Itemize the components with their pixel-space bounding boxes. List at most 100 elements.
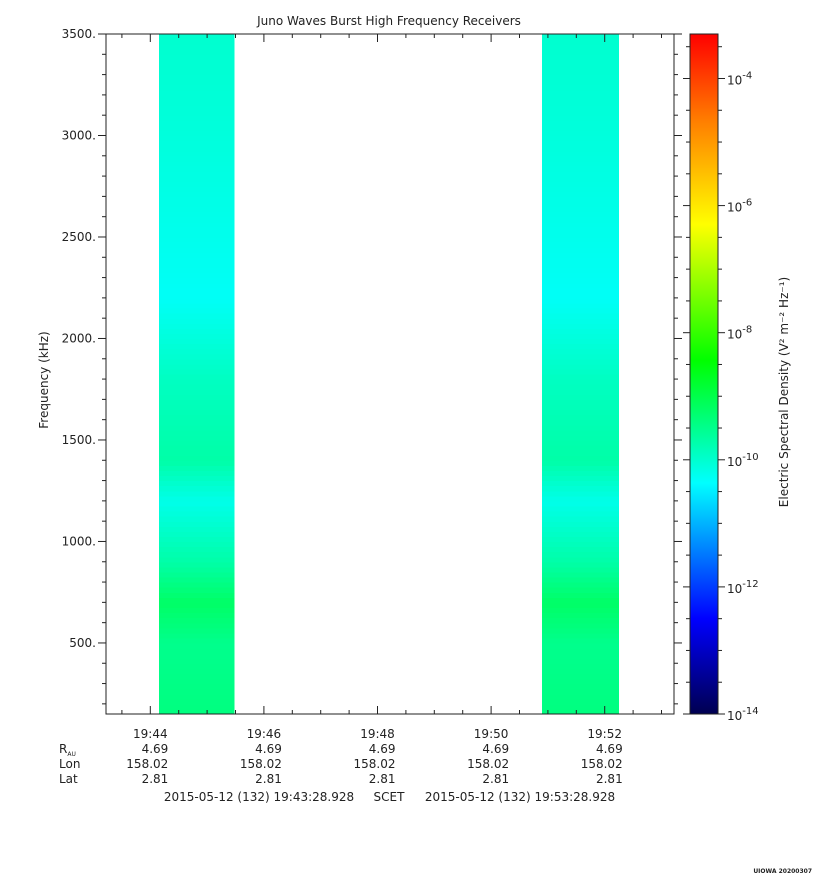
spectral-cell [542,338,619,345]
spectral-cell [542,587,619,593]
spectral-cell [542,607,619,614]
colorbar-tick-exponent: -6 [742,198,752,209]
spectral-cell [158,663,235,669]
colorbar-label: Electric Spectral Density (V² m⁻² Hz⁻¹) [777,277,791,507]
data-block-1 [158,34,235,715]
spectral-cell [158,313,235,319]
spectral-cell [158,500,235,507]
x-tick-label: 19:44 [133,727,168,741]
spectral-cell [158,703,235,710]
spectral-cell [158,409,235,416]
colorbar-tick-label: 10-10 [727,452,759,469]
spectral-cell [542,394,619,400]
spectral-cell [158,186,235,192]
spectral-cell [542,54,619,60]
ephemeris-value: 4.69 [369,742,396,756]
spectral-cell [542,267,619,274]
spectral-cell [158,277,235,284]
spectral-cell [158,196,235,203]
spectral-cell [542,110,619,116]
spectral-cell [158,135,235,142]
spectral-cell [542,262,619,269]
spectral-cell [158,105,235,111]
spectral-cell [158,94,235,101]
spectral-cell [542,490,619,497]
spectral-cell [542,627,619,634]
spectral-cell [158,368,235,375]
spectral-cell [542,297,619,304]
spectral-cell [158,460,235,466]
spectral-cell [542,196,619,203]
spectral-cell [158,69,235,76]
spectral-cell [542,653,619,659]
spectral-cell [158,541,235,548]
spectral-cell [158,429,235,436]
spectral-cell [542,125,619,132]
spectral-cell [542,186,619,192]
spectral-cell [542,399,619,406]
spectral-cell [542,257,619,263]
spectral-cell [158,480,235,487]
spectral-cell [158,389,235,395]
spectral-cell [158,450,235,456]
spectral-cell [158,34,235,40]
spectral-cell [542,171,619,177]
spectral-cell [542,500,619,507]
spectral-cell [158,247,235,253]
spectral-cell [542,531,619,537]
colorbar [689,33,719,715]
colorbar-tick-exponent: -8 [742,325,752,336]
spectral-cell [542,287,619,294]
x-tick-label: 19:52 [587,727,622,741]
spectral-cell [158,165,235,172]
spectral-cell [542,658,619,664]
spectral-cell [158,424,235,431]
spectral-cell [158,79,235,86]
spectral-cell [158,323,235,329]
spectral-cell [542,99,619,106]
spectral-cell [158,379,235,385]
spectral-cell [542,622,619,629]
spectral-cell [542,693,619,700]
spectral-cell [158,495,235,502]
data-block-2 [542,34,619,715]
spectral-cell [542,642,619,649]
spectral-cell [542,84,619,91]
spectral-cell [158,582,235,588]
spectral-cell [158,414,235,421]
ephemeris-value: 158.02 [354,757,396,771]
spectral-cell [158,419,235,426]
x-tick-label: 19:50 [474,727,509,741]
spectral-cell [158,673,235,680]
x-tick-label: 19:48 [360,727,395,741]
spectral-cell [158,99,235,106]
spectral-cell [542,333,619,340]
ephemeris-value: 158.02 [240,757,282,771]
spectral-cell [542,566,619,573]
spectral-cell [158,64,235,71]
spectral-cell [542,384,619,390]
spectral-cell [158,231,235,238]
spectral-cell [542,368,619,375]
spectral-cell [158,612,235,619]
spectral-cell [542,404,619,411]
spectral-cell [158,632,235,639]
spectral-cell [542,221,619,228]
spectral-cell [542,313,619,319]
y-tick-label: 1500. [62,433,96,447]
spectral-cell [158,318,235,324]
spectral-cell [542,703,619,710]
spectral-cell [542,130,619,137]
spectral-cell [158,399,235,406]
spectral-cell [542,678,619,685]
spectral-cell [158,439,235,446]
spectral-cell [542,576,619,583]
spectral-cell [158,445,235,451]
spectral-cell [158,49,235,55]
spectral-cell [542,708,619,715]
spectral-cell [158,328,235,335]
spectral-cell [542,434,619,441]
spectral-cell [158,176,235,182]
y-axis-label: Frequency (kHz) [37,331,51,428]
